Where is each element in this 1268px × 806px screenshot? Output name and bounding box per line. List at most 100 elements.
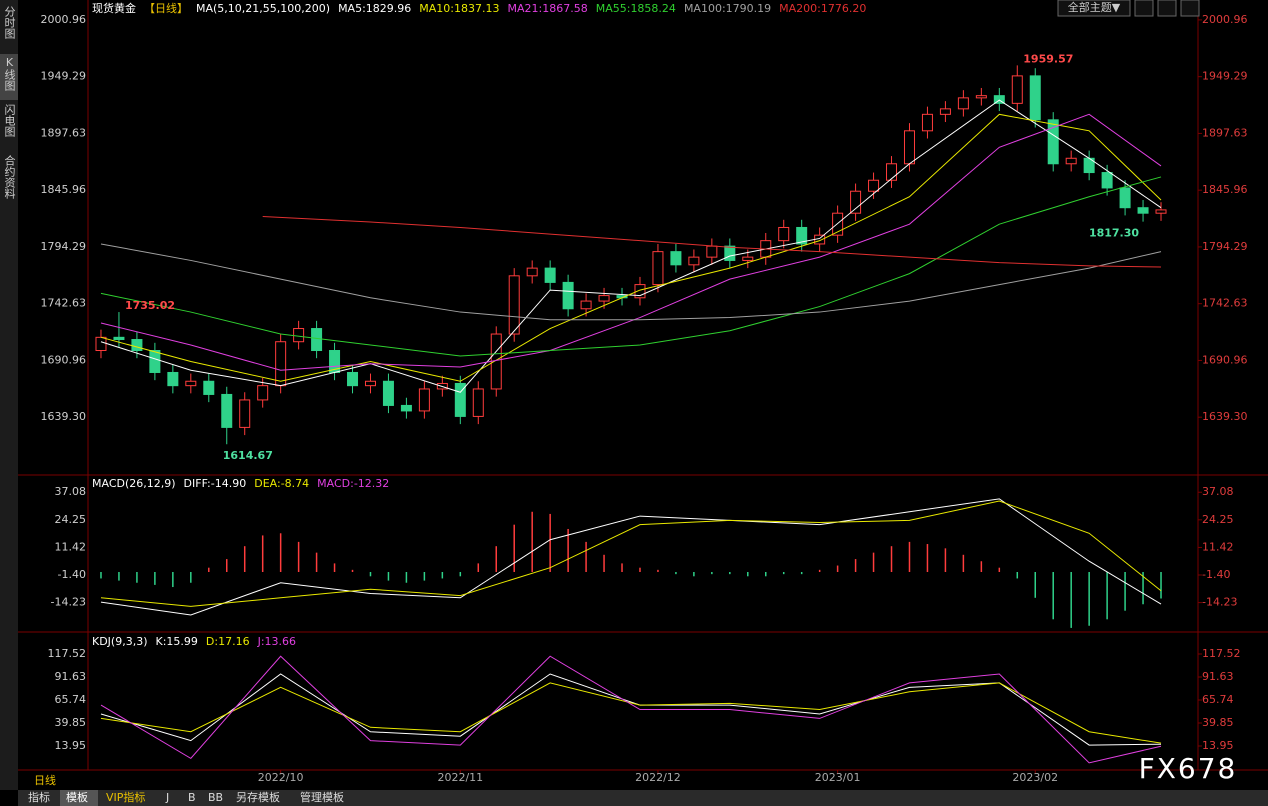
header-item: MA10:1837.13	[419, 2, 499, 15]
sidebar-tab[interactable]: K线图	[3, 56, 16, 92]
indicator-line	[100, 682, 1162, 744]
y-tick-label: 65.74	[55, 693, 87, 706]
toolbar-tab[interactable]: VIP指标	[106, 790, 145, 804]
panel-header: MACD(26,12,9) DIFF:-14.90 DEA:-8.74 MACD:-1…	[92, 477, 389, 490]
y-tick-label: 65.74	[1202, 693, 1234, 706]
header-item: K:15.99	[156, 635, 198, 648]
candle-body	[706, 245, 718, 258]
y-tick-label: 39.85	[55, 716, 87, 729]
x-tick-label: 2022/11	[437, 771, 483, 784]
toolbar-tab[interactable]: B	[188, 791, 196, 804]
candle-body	[113, 336, 125, 341]
sidebar-active	[0, 54, 18, 100]
y-tick-label: 13.95	[55, 739, 87, 752]
toolbar-tab[interactable]: J	[165, 791, 169, 804]
theme-button-label[interactable]: 全部主题▼	[1068, 0, 1121, 14]
watermark: FX678	[1139, 752, 1238, 785]
panel-header: 现货黄金 【日线】 MA(5,10,21,55,100,200) MA5:1829.9…	[92, 1, 866, 15]
toolbar-tab[interactable]: 另存模板	[236, 790, 280, 804]
y-tick-label: 1742.63	[1202, 297, 1248, 310]
y-tick-label: -14.23	[1202, 596, 1237, 609]
y-tick-label: 1639.30	[1202, 410, 1248, 423]
candle-body	[257, 385, 269, 401]
candle-body	[149, 350, 161, 373]
y-tick-label: 1690.96	[41, 353, 87, 366]
candle-body	[185, 380, 197, 387]
indicator-line	[100, 113, 1162, 382]
candle-body	[1029, 75, 1041, 121]
candle-body	[562, 281, 574, 310]
candle-body	[454, 382, 466, 417]
candle-body	[850, 190, 862, 214]
y-tick-label: 24.25	[55, 513, 87, 526]
header-item: MA100:1790.19	[684, 2, 771, 15]
high-label: 1959.57	[1023, 52, 1073, 65]
x-tick-label: 2022/12	[635, 771, 681, 784]
candle-body	[1119, 187, 1131, 209]
candle-body	[544, 267, 556, 283]
y-tick-label: 39.85	[1202, 716, 1234, 729]
toolbar-tab[interactable]: 指标	[28, 790, 50, 804]
period-button[interactable]: 日线	[34, 773, 56, 787]
y-tick-label: 11.42	[1202, 540, 1234, 553]
sidebar-tab[interactable]: 分时图	[3, 6, 16, 40]
candle-body	[203, 380, 215, 395]
header-item: KDJ(9,3,3)	[92, 635, 148, 648]
candle-body	[1047, 119, 1059, 165]
indicator-line	[100, 99, 1162, 393]
header-item: J:13.66	[257, 635, 296, 648]
toolbar-tab[interactable]: 模板	[66, 790, 88, 804]
sidebar-tab[interactable]: 闪电图	[3, 103, 16, 138]
candle-body	[400, 404, 412, 412]
candle-body	[364, 380, 376, 387]
header-item: DEA:-8.74	[254, 477, 309, 490]
x-tick-label: 2023/02	[1012, 771, 1058, 784]
y-tick-label: 13.95	[1202, 739, 1234, 752]
y-tick-label: 1949.29	[1202, 70, 1248, 83]
y-tick-label: 1949.29	[41, 70, 87, 83]
low-label: 1614.67	[223, 449, 273, 462]
candle-body	[418, 388, 430, 412]
icon-button[interactable]	[1157, 0, 1177, 17]
icon-button[interactable]	[1180, 0, 1200, 17]
indicator-line	[262, 215, 1162, 268]
x-tick-label: 2023/01	[815, 771, 861, 784]
y-tick-label: 1742.63	[41, 297, 87, 310]
candle-body	[868, 179, 880, 192]
candle-body	[652, 251, 664, 286]
indicator-line	[100, 498, 1162, 616]
y-tick-label: 37.08	[55, 485, 87, 498]
toolbar-active	[60, 790, 98, 806]
indicator-line	[100, 243, 1162, 321]
candle-body	[832, 212, 844, 236]
toolbar-tab[interactable]: BB	[208, 791, 223, 804]
candle-body	[167, 371, 179, 387]
candle-body	[796, 226, 808, 245]
x-tick-label: 2022/10	[258, 771, 304, 784]
candle-body	[526, 267, 538, 277]
icon-button[interactable]	[1134, 0, 1154, 17]
theme-button[interactable]	[1057, 0, 1131, 17]
candle-body	[1011, 75, 1023, 104]
candle-body	[1155, 209, 1167, 214]
toolbar-tab[interactable]: 管理模板	[300, 790, 344, 804]
y-tick-label: 91.63	[55, 670, 87, 683]
sidebar-tab[interactable]: 合约资料	[3, 154, 16, 200]
y-tick-label: -1.40	[58, 568, 86, 581]
candle-body	[347, 371, 359, 387]
header-item: DIFF:-14.90	[184, 477, 247, 490]
candle-body	[382, 380, 394, 406]
candle-body	[921, 113, 933, 132]
candle-body	[778, 226, 790, 242]
y-tick-label: 1845.96	[41, 183, 87, 196]
y-tick-label: 24.25	[1202, 513, 1234, 526]
candle-body	[508, 275, 520, 335]
y-tick-label: 1897.63	[41, 126, 87, 139]
high-label: 1735.02	[125, 299, 175, 312]
panel-header: KDJ(9,3,3) K:15.99 D:17.16 J:13.66	[92, 635, 296, 648]
candle-body	[670, 251, 682, 266]
header-item: MA5:1829.96	[338, 2, 411, 15]
header-item: 现货黄金	[92, 1, 136, 15]
